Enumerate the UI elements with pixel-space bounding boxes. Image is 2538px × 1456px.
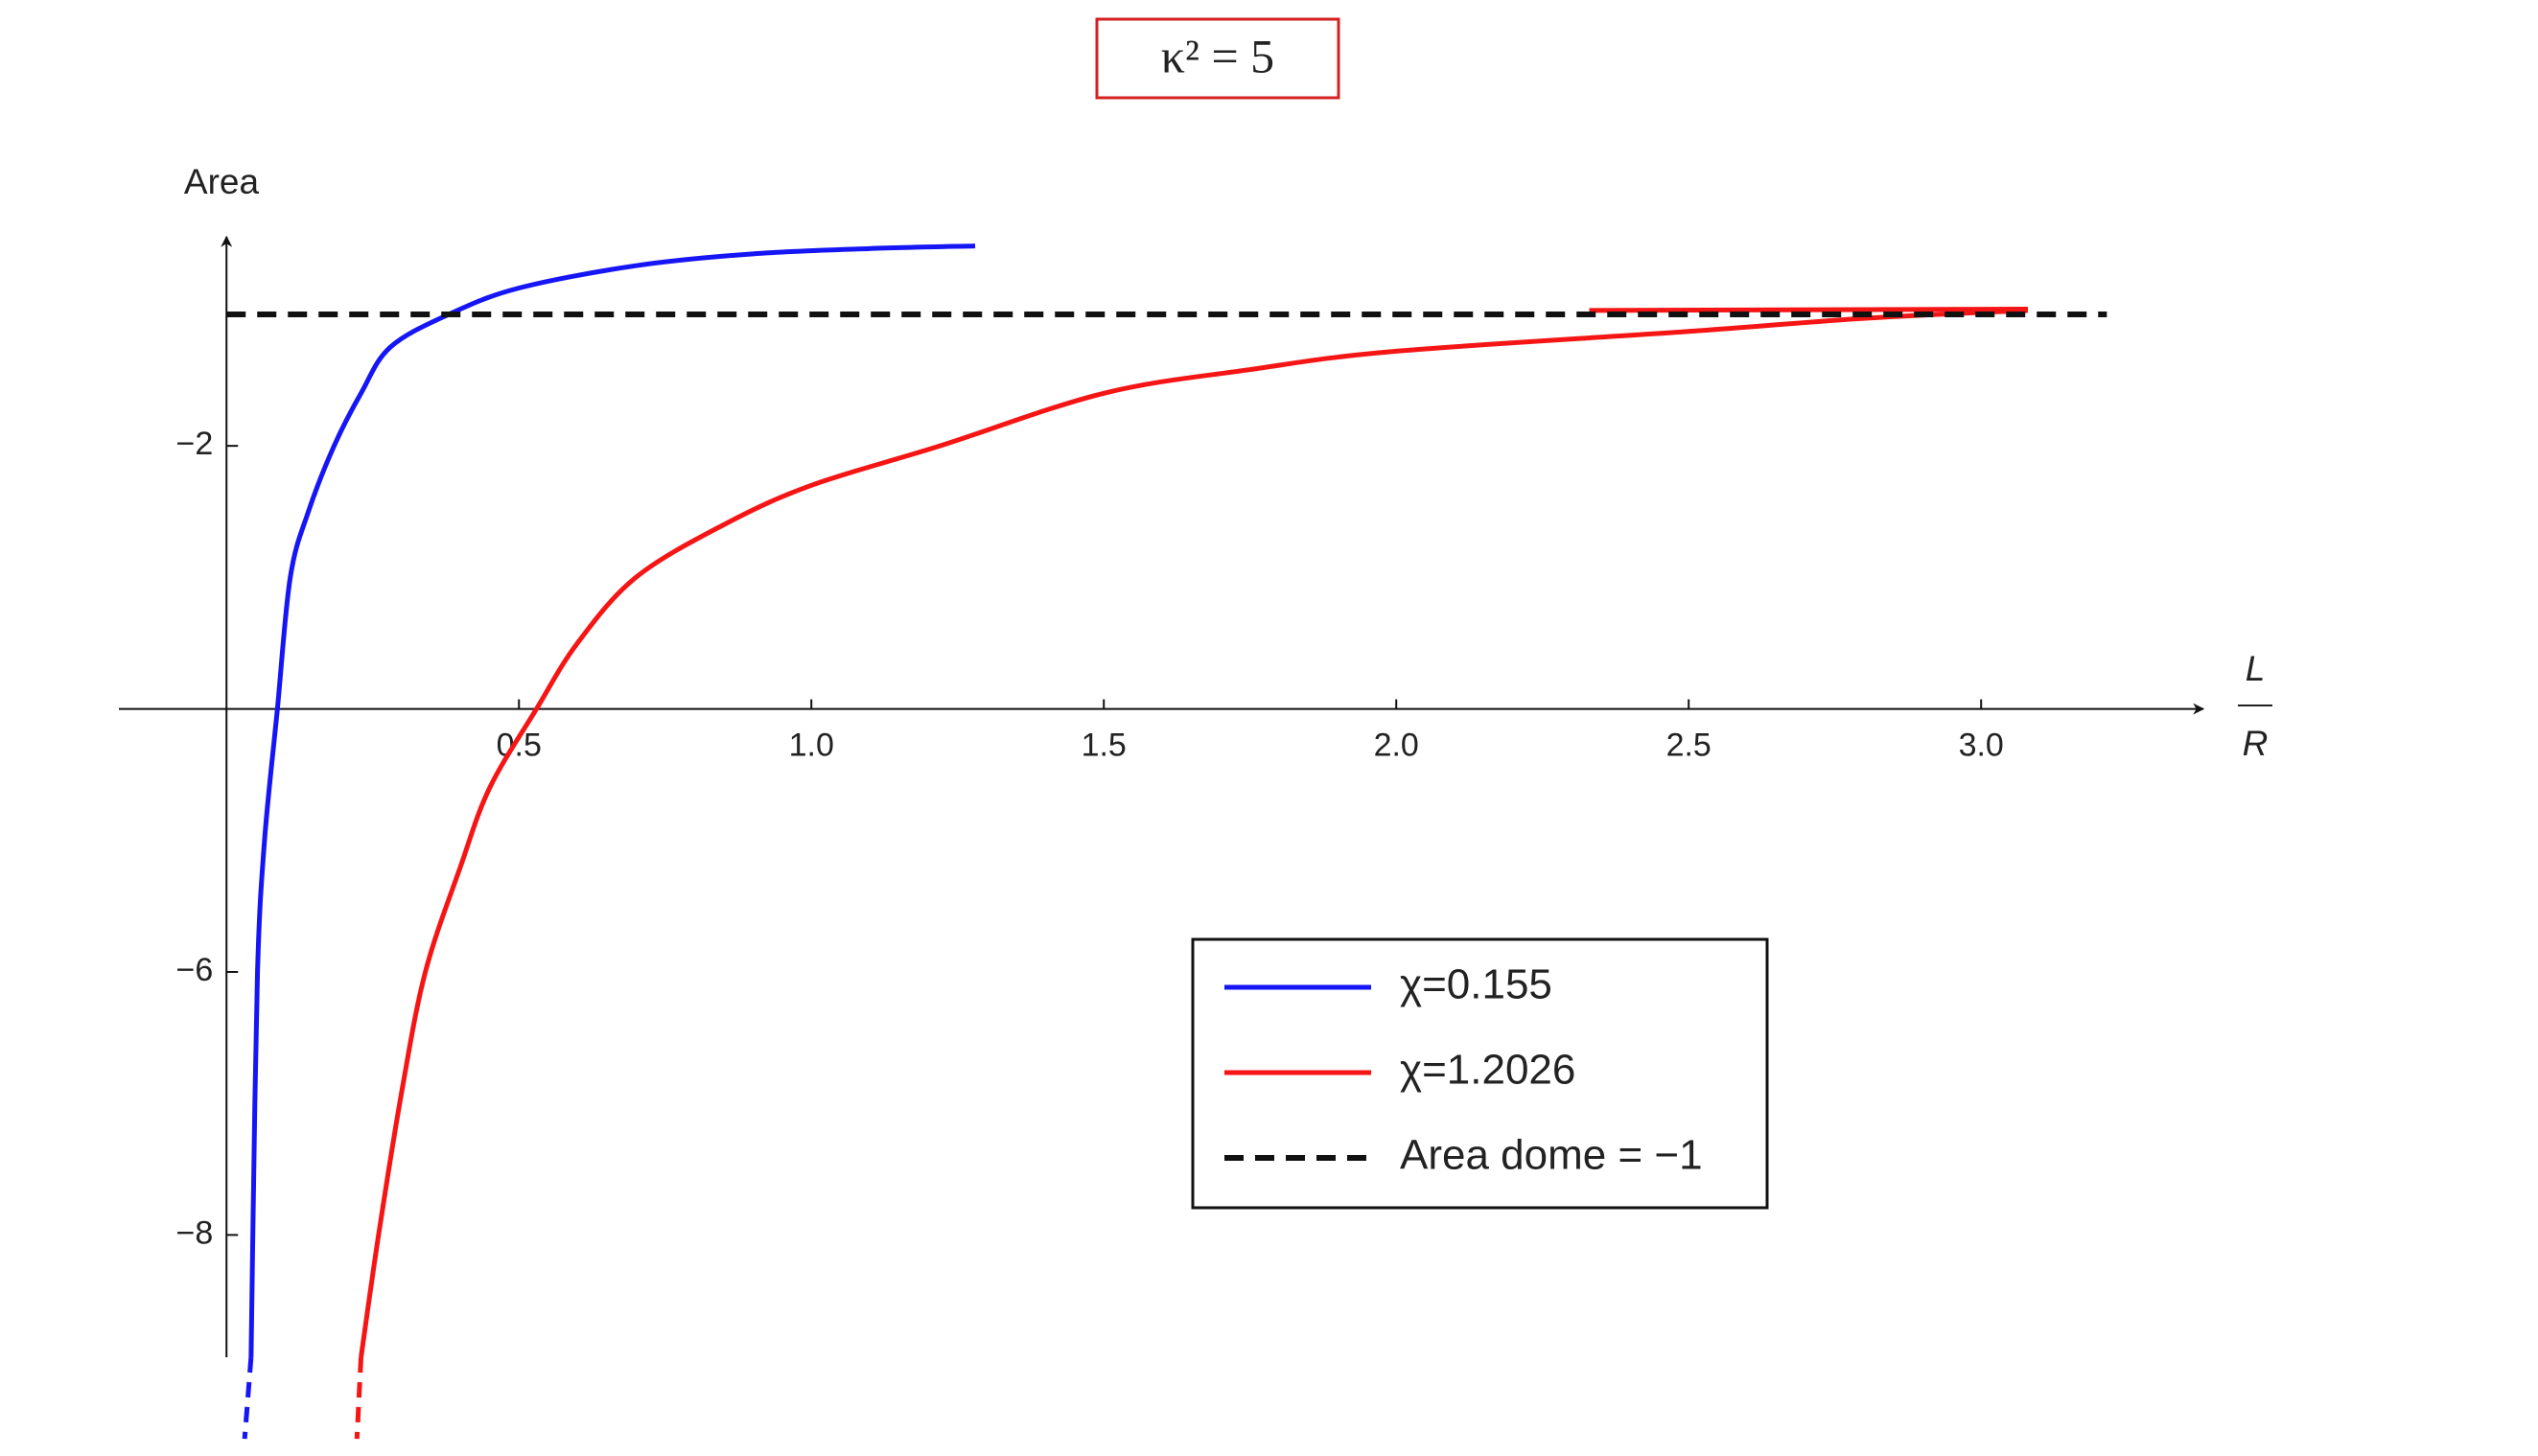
series-line [359,308,2029,1358]
series-line [1589,306,2029,313]
series-tail [242,1356,254,1440]
y-tick-label: −6 [175,952,213,988]
y-tick-label: −2 [175,426,213,462]
title-box [1095,17,1340,100]
legend-label: χ=1.2026 [1400,1047,1575,1094]
x-axis-label-numerator: L [2246,649,2266,688]
x-tick-label: 3.0 [1959,728,2004,764]
x-tick-label: 2.0 [1374,728,1419,764]
legend-label: χ=0.155 [1400,961,1552,1008]
series-tail [354,1356,364,1440]
legend-label: Area dome = −1 [1400,1132,1703,1179]
y-axis-label: Area [184,162,260,201]
series-line [248,243,976,1358]
x-tick-label: 1.0 [789,728,834,764]
x-axis-label-denominator: R [2243,724,2269,763]
x-tick-label: 1.5 [1082,728,1127,764]
chart-title: κ² = 5 [1161,29,1274,82]
x-tick-label: 2.5 [1666,728,1711,764]
y-tick-label: −8 [175,1214,213,1251]
